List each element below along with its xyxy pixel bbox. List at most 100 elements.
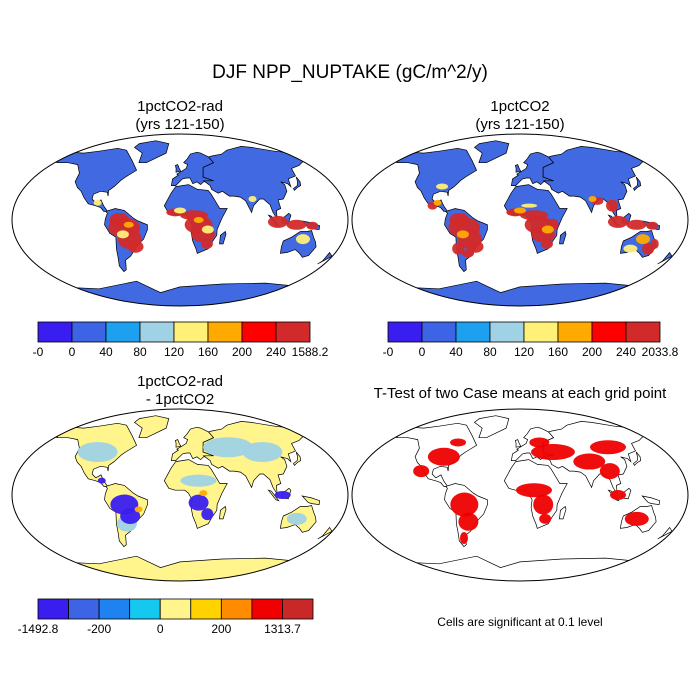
continent-mg <box>559 230 567 245</box>
panel-title-line2: (yrs 121-150) <box>135 116 225 133</box>
mid-uptake-region <box>635 234 650 245</box>
continent-uk <box>174 164 182 173</box>
panel-title-line1: T-Test of two Case means at each grid po… <box>373 385 667 402</box>
colorbar-label: 200 <box>211 622 231 636</box>
high-uptake-region <box>607 215 628 228</box>
colorbar-label: 240 <box>266 345 286 359</box>
continent-nz <box>317 526 333 540</box>
colorbar-label: -0 <box>383 345 394 359</box>
colorbar-swatch <box>275 321 311 343</box>
high-uptake-region <box>452 242 465 255</box>
colorbar-swatch <box>591 321 627 343</box>
continent-uk <box>514 164 522 173</box>
panel-title-line1: 1pctCO2 <box>490 98 550 115</box>
continent-gr <box>133 415 170 439</box>
colorbar-swatch <box>282 598 314 620</box>
colorbar-swatch <box>220 598 253 620</box>
positive-difference-region <box>134 506 143 513</box>
significant-region <box>530 444 575 460</box>
significant-region <box>427 447 460 466</box>
colorbar-label: 40 <box>449 345 463 359</box>
map-panel-top-left <box>11 133 349 307</box>
colorbar-swatch <box>129 598 161 620</box>
high-uptake-region <box>650 238 659 249</box>
colorbar-swatch <box>455 321 491 343</box>
panel-title-line1: 1pctCO2-rad <box>137 98 223 115</box>
significant-region <box>573 453 606 470</box>
continent-jp <box>633 451 642 466</box>
colorbar-label: 1313.7 <box>264 622 301 636</box>
high-uptake-region <box>306 221 319 230</box>
strong-negative-difference-region <box>188 494 209 511</box>
high-uptake-region <box>467 240 484 253</box>
colorbar-swatch <box>523 321 559 343</box>
continent-ng <box>641 495 661 505</box>
map-border <box>11 408 349 582</box>
panel-title-line2: (yrs 121-150) <box>475 116 565 133</box>
continent-jp <box>293 176 302 191</box>
panel-title-top-left: 1pctCO2-rad (yrs 121-150) <box>30 98 330 134</box>
high-uptake-region <box>286 219 307 230</box>
colorbar-swatch <box>98 598 131 620</box>
mid-uptake-region <box>295 234 310 245</box>
continent-jp <box>633 176 642 191</box>
colorbar-label: 0 <box>419 345 426 359</box>
continent-as <box>202 146 309 220</box>
colorbar-label: -1492.8 <box>18 622 59 636</box>
colorbar-label: 2033.8 <box>642 345 679 359</box>
map-land <box>55 415 333 581</box>
strong-negative-difference-region <box>97 477 106 484</box>
map-border <box>351 133 689 307</box>
significant-region <box>610 490 626 500</box>
colorbar-label: 80 <box>483 345 497 359</box>
strong-negative-difference-region <box>201 508 214 521</box>
mid-uptake-region <box>521 203 538 208</box>
significant-region <box>599 463 620 480</box>
colorbar-label: 160 <box>198 345 218 359</box>
continent-uk <box>514 439 522 448</box>
map-panel-bottom-right <box>351 408 689 582</box>
colorbar-swatch <box>251 598 283 620</box>
continent-mg <box>219 230 227 245</box>
colorbar-swatch <box>139 321 175 343</box>
significant-region <box>533 494 554 515</box>
high-uptake-region <box>646 221 659 230</box>
continent-gr <box>133 140 170 164</box>
colorbar-swatch <box>71 321 107 343</box>
negative-difference-region <box>180 474 217 487</box>
colorbar-swatch <box>387 321 423 343</box>
continent-mg <box>219 505 227 520</box>
colorbar-swatch <box>173 321 209 343</box>
significant-region <box>515 483 552 498</box>
significant-region <box>413 465 430 478</box>
colorbar-label: 0 <box>69 345 76 359</box>
continent-nz <box>657 251 673 265</box>
colorbar-label: 0 <box>157 622 164 636</box>
continent-mg <box>559 505 567 520</box>
negative-difference-region <box>242 442 283 462</box>
significant-region <box>529 437 550 448</box>
continent-as <box>542 146 649 220</box>
panel-title-line1: 1pctCO2-rad <box>137 373 223 390</box>
mid-uptake-region <box>433 199 442 206</box>
colorbar-swatch <box>37 321 73 343</box>
colorbar-top-left: -0 0 40 80 120 160 200 240 1588.2 <box>33 321 329 359</box>
high-uptake-region <box>200 238 213 249</box>
map-land <box>395 140 673 306</box>
continent-na <box>56 147 138 212</box>
high-uptake-region <box>449 213 470 227</box>
positive-difference-region <box>199 490 208 497</box>
map-border <box>351 408 689 582</box>
mid-uptake-region <box>436 183 449 190</box>
significance-note: Cells are significant at 0.1 level <box>437 615 603 629</box>
negative-difference-region <box>77 442 118 462</box>
continent-nz <box>657 526 673 540</box>
colorbar-label: 240 <box>616 345 636 359</box>
strong-negative-difference-region <box>120 508 141 525</box>
colorbar-label: 80 <box>133 345 147 359</box>
continent-gr <box>473 415 510 439</box>
negative-difference-region <box>286 512 307 525</box>
colorbar-swatch <box>207 321 243 343</box>
continent-uk <box>174 439 182 448</box>
mid-uptake-region <box>193 217 204 223</box>
